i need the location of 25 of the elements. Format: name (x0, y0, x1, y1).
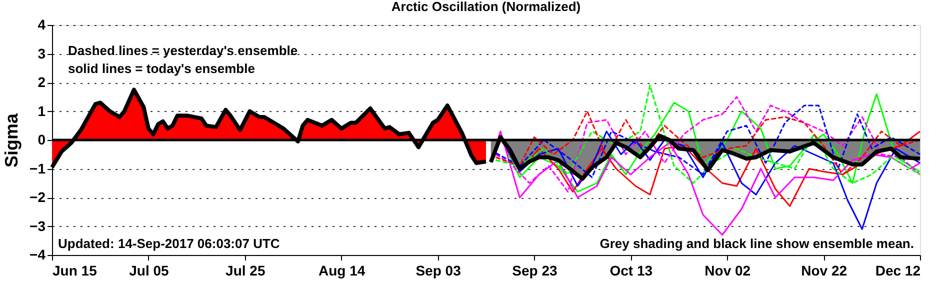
y-tick-label: 1 (38, 102, 46, 119)
x-tick-label: Nov 02 (704, 262, 751, 278)
y-tick-label: 4 (38, 16, 46, 32)
x-tick-label: Oct 13 (610, 262, 653, 278)
y-tick-label: −1 (30, 160, 46, 176)
annotation: Dashed lines = yesterday's ensemble (68, 43, 298, 58)
x-tick-label: Nov 22 (801, 262, 848, 278)
annotation: Updated: 14-Sep-2017 06:03:07 UTC (58, 236, 280, 251)
y-tick-label: 2 (38, 74, 46, 90)
x-tick-label: Jun 15 (52, 262, 98, 278)
y-axis-title: Sigma (2, 112, 22, 168)
x-tick-label: Dec 12 (875, 262, 921, 278)
y-tick-label: −2 (30, 189, 46, 205)
x-tick-label: Jul 25 (226, 262, 266, 278)
x-tick-label: Sep 23 (512, 262, 558, 278)
annotation: solid lines = today's ensemble (68, 61, 255, 76)
y-tick-label: 0 (38, 132, 46, 148)
x-tick-label: Sep 03 (416, 262, 462, 278)
y-tick-label: 3 (38, 45, 46, 62)
annotation: Grey shading and black line show ensemble mean. (600, 236, 914, 251)
chart-title: Arctic Oscillation (Normalized) (391, 0, 581, 14)
y-tick-label: −4 (30, 246, 46, 262)
x-tick-label: Aug 14 (318, 262, 366, 278)
y-tick-label: −3 (30, 218, 46, 234)
x-tick-label: Jul 05 (129, 262, 169, 278)
